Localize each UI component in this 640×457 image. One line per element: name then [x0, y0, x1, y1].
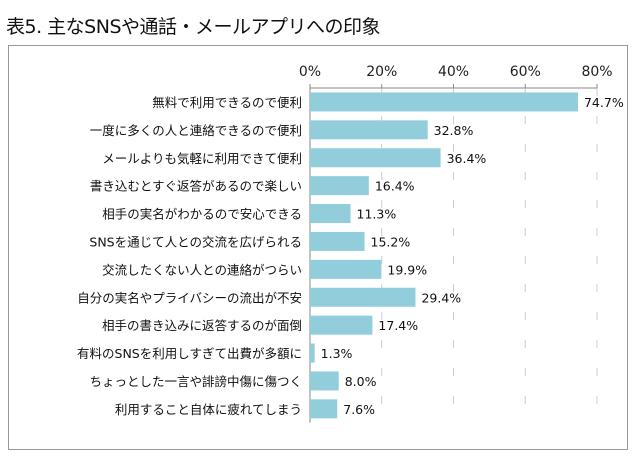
chart-frame — [8, 45, 628, 450]
data-label: 8.0% — [345, 374, 377, 389]
bar — [310, 343, 315, 363]
x-tick-label: 60% — [510, 64, 541, 80]
category-label: SNSを通じて人との交流を広げられる — [89, 234, 302, 249]
x-tick-label: 80% — [581, 64, 612, 80]
data-label: 15.2% — [371, 234, 411, 249]
data-label: 36.4% — [447, 151, 487, 166]
data-label: 1.3% — [321, 346, 353, 361]
bar — [310, 315, 373, 335]
data-label: 16.4% — [375, 179, 415, 194]
category-label: 有料のSNSを利用しすぎて出費が多額に — [77, 346, 302, 361]
category-label: ちょっとした一言や誹謗中傷に傷つく — [89, 374, 302, 389]
data-label: 32.8% — [434, 123, 474, 138]
bar — [310, 204, 351, 224]
bar — [310, 287, 416, 307]
data-label: 74.7% — [584, 95, 624, 110]
x-tick-label: 0% — [299, 64, 321, 80]
bar — [310, 120, 428, 140]
bar — [310, 259, 382, 279]
category-label: 相手の実名がわかるので安心できる — [102, 207, 302, 222]
x-tick-label: 20% — [366, 64, 397, 80]
data-label: 11.3% — [357, 207, 397, 222]
bar — [310, 176, 369, 196]
category-label: 相手の書き込みに返答するのが面倒 — [102, 318, 302, 333]
category-label: メールよりも気軽に利用できて便利 — [102, 151, 302, 166]
data-label: 29.4% — [421, 290, 461, 305]
bar — [310, 148, 441, 168]
category-label: 利用すること自体に疲れてしまう — [115, 402, 302, 417]
category-label: 交流したくない人との連絡がつらい — [102, 262, 302, 277]
data-label: 17.4% — [378, 318, 418, 333]
category-label: 一度に多くの人と連絡できるので便利 — [90, 123, 302, 138]
category-label: 書き込むとすぐ返答があるので楽しい — [90, 179, 302, 194]
bar — [310, 371, 339, 391]
bar — [310, 399, 338, 419]
chart-title: 表5. 主なSNSや通話・メールアプリへの印象 — [6, 16, 381, 38]
bar — [310, 92, 578, 112]
bar — [310, 231, 365, 251]
category-label: 無料で利用できるので便利 — [152, 95, 302, 110]
data-label: 7.6% — [343, 402, 375, 417]
x-tick-label: 40% — [438, 64, 469, 80]
data-label: 19.9% — [387, 262, 427, 277]
category-label: 自分の実名やプライバシーの流出が不安 — [77, 290, 302, 305]
